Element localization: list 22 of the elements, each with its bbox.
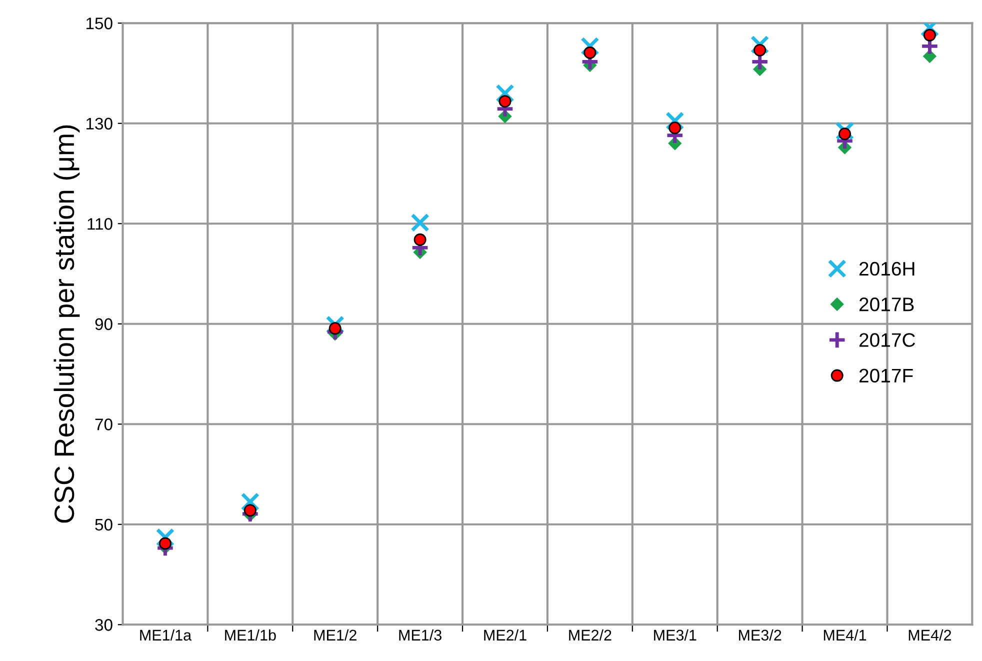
y-tick-label: 130 <box>86 118 112 130</box>
y-tick-label: 110 <box>88 218 112 230</box>
y-axis-title: CSC Resolution per station (μm) <box>54 125 80 523</box>
x-tick-label: ME1/2 <box>314 629 356 641</box>
x-tick-label: ME4/2 <box>908 629 952 641</box>
legend-label: 2017B <box>859 298 914 312</box>
x-tick-label: ME4/1 <box>824 629 866 641</box>
y-tick-label: 150 <box>86 18 112 30</box>
legend-label: 2017C <box>859 333 916 347</box>
x-tick-label: ME1/3 <box>399 629 442 641</box>
x-tick-label: ME2/1 <box>484 629 526 641</box>
y-tick-label: 70 <box>95 418 112 430</box>
x-tick-label: ME2/2 <box>569 629 612 641</box>
x-tick-label: ME3/1 <box>654 629 696 641</box>
x-tick-label: ME1/1b <box>225 629 276 641</box>
y-tick-label: 50 <box>95 518 112 531</box>
y-tick-label: 90 <box>95 318 112 330</box>
legend-label: 2016H <box>859 262 914 276</box>
legend-label: 2017F <box>859 368 913 383</box>
y-tick-label: 30 <box>95 619 112 631</box>
x-tick-label: ME3/2 <box>739 629 782 641</box>
x-tick-label: ME1/1a <box>140 629 192 641</box>
